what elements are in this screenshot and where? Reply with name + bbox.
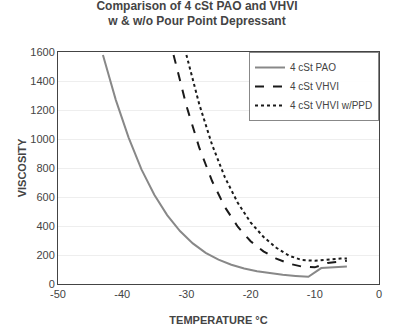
svg-text:-30: -30 bbox=[178, 288, 194, 300]
svg-text:400: 400 bbox=[36, 220, 54, 232]
svg-text:0: 0 bbox=[49, 278, 55, 290]
svg-text:200: 200 bbox=[36, 249, 54, 261]
svg-text:4 cSt PAO: 4 cSt PAO bbox=[290, 62, 336, 73]
svg-text:1000: 1000 bbox=[30, 133, 54, 145]
svg-text:1600: 1600 bbox=[30, 46, 54, 58]
svg-text:Comparison of 4 cSt PAO and VH: Comparison of 4 cSt PAO and VHVIw & w/o … bbox=[96, 0, 297, 28]
svg-text:-40: -40 bbox=[114, 288, 130, 300]
svg-text:0: 0 bbox=[376, 288, 382, 300]
svg-text:-20: -20 bbox=[243, 288, 259, 300]
svg-text:1200: 1200 bbox=[30, 104, 54, 116]
svg-text:600: 600 bbox=[36, 191, 54, 203]
svg-text:4 cSt VHVI: 4 cSt VHVI bbox=[290, 81, 339, 92]
svg-text:TEMPERATURE °C: TEMPERATURE °C bbox=[169, 314, 267, 326]
svg-text:-10: -10 bbox=[307, 288, 323, 300]
svg-text:4 cSt VHVI w/PPD: 4 cSt VHVI w/PPD bbox=[290, 100, 372, 111]
svg-text:1400: 1400 bbox=[30, 75, 54, 87]
svg-text:800: 800 bbox=[36, 162, 54, 174]
svg-text:-50: -50 bbox=[50, 288, 66, 300]
svg-text:VISCOSITY: VISCOSITY bbox=[16, 138, 28, 197]
